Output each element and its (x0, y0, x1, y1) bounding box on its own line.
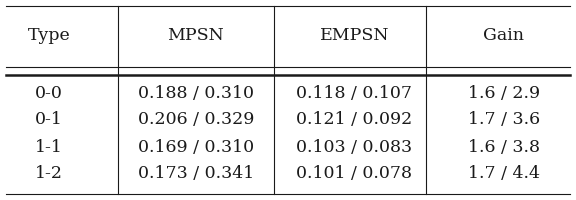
Text: 1.7 / 3.6: 1.7 / 3.6 (468, 112, 540, 129)
Text: Type: Type (28, 27, 70, 45)
Text: 0.103 / 0.083: 0.103 / 0.083 (296, 138, 412, 156)
Text: MPSN: MPSN (168, 27, 224, 45)
Text: 0.121 / 0.092: 0.121 / 0.092 (296, 112, 412, 129)
Text: 1-2: 1-2 (35, 166, 63, 182)
Text: 0.118 / 0.107: 0.118 / 0.107 (296, 84, 412, 102)
Text: 0-1: 0-1 (35, 112, 63, 129)
Text: 1.7 / 4.4: 1.7 / 4.4 (468, 166, 540, 182)
Text: 0.169 / 0.310: 0.169 / 0.310 (138, 138, 254, 156)
Text: EMPSN: EMPSN (320, 27, 389, 45)
Text: 0.188 / 0.310: 0.188 / 0.310 (138, 84, 254, 102)
Text: 0-0: 0-0 (35, 84, 63, 102)
Text: Gain: Gain (483, 27, 525, 45)
Text: 1.6 / 3.8: 1.6 / 3.8 (468, 138, 540, 156)
Text: 1.6 / 2.9: 1.6 / 2.9 (468, 84, 540, 102)
Text: 0.173 / 0.341: 0.173 / 0.341 (138, 166, 254, 182)
Text: 1-1: 1-1 (35, 138, 63, 156)
Text: 0.101 / 0.078: 0.101 / 0.078 (296, 166, 412, 182)
Text: 0.206 / 0.329: 0.206 / 0.329 (138, 112, 254, 129)
